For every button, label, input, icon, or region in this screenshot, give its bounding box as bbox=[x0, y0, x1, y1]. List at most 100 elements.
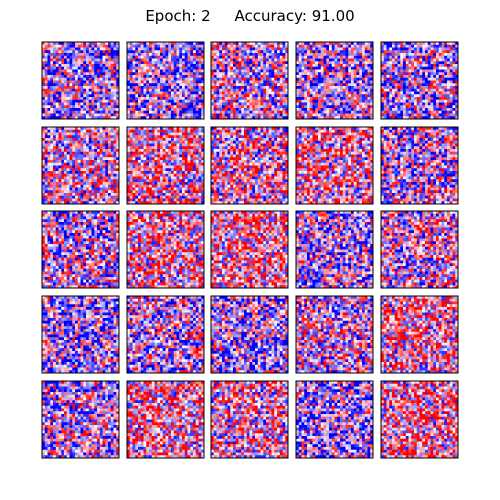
heatmap-cell bbox=[108, 44, 112, 48]
heatmap-cell bbox=[182, 66, 186, 70]
heatmap-cell bbox=[227, 66, 231, 70]
panel-frame bbox=[41, 41, 120, 120]
heatmap-cell bbox=[353, 99, 357, 103]
heatmap-cell bbox=[447, 110, 451, 114]
heatmap-cell bbox=[252, 113, 256, 117]
heatmap-cell bbox=[138, 80, 142, 84]
heatmap-cell bbox=[53, 64, 57, 68]
heatmap-cell bbox=[69, 69, 73, 73]
heatmap-cell bbox=[383, 47, 387, 51]
heatmap-cell bbox=[102, 127, 106, 131]
heatmap-cell bbox=[58, 151, 62, 155]
heatmap-cell bbox=[340, 61, 344, 65]
heatmap-cell bbox=[102, 116, 106, 120]
heatmap-cell bbox=[102, 69, 106, 73]
heatmap-cell bbox=[72, 190, 76, 194]
heatmap-cell bbox=[224, 97, 228, 101]
heatmap-cell bbox=[447, 58, 451, 62]
heatmap-cell bbox=[168, 77, 172, 81]
heatmap-cell bbox=[108, 193, 112, 197]
heatmap-cell bbox=[116, 116, 120, 120]
heatmap-cell bbox=[132, 77, 136, 81]
heatmap-cell bbox=[108, 108, 112, 112]
heatmap-cell bbox=[55, 193, 59, 197]
heatmap-cell bbox=[255, 61, 259, 65]
heatmap-cell bbox=[94, 77, 98, 81]
heatmap-cell bbox=[53, 198, 57, 202]
heatmap-cell bbox=[94, 162, 98, 166]
heatmap-cell bbox=[427, 69, 431, 73]
heatmap-cell bbox=[438, 110, 442, 114]
heatmap-cell bbox=[94, 99, 98, 103]
heatmap-cell bbox=[320, 75, 324, 79]
heatmap-cell bbox=[447, 55, 451, 59]
heatmap-cell bbox=[66, 165, 70, 169]
heatmap-cell bbox=[353, 61, 357, 65]
chart-title: Epoch: 2 Accuracy: 91.00 bbox=[0, 7, 500, 25]
heatmap-cell bbox=[182, 127, 186, 131]
heatmap-cell bbox=[105, 97, 109, 101]
heatmap-cell bbox=[367, 91, 371, 95]
heatmap-cell bbox=[190, 110, 194, 114]
heatmap-cell bbox=[50, 151, 54, 155]
heatmap-cell bbox=[222, 66, 226, 70]
heatmap-cell bbox=[348, 50, 352, 54]
heatmap-cell bbox=[77, 80, 81, 84]
heatmap-cell bbox=[72, 61, 76, 65]
heatmap-cell bbox=[69, 105, 73, 109]
heatmap-cell bbox=[193, 129, 197, 133]
heatmap-cell bbox=[285, 77, 289, 81]
heatmap-cell bbox=[69, 151, 73, 155]
heatmap-cell bbox=[44, 110, 48, 114]
heatmap-cell bbox=[405, 94, 409, 98]
heatmap-cell bbox=[113, 179, 117, 183]
heatmap-cell bbox=[47, 190, 51, 194]
heatmap-cell bbox=[296, 108, 300, 112]
heatmap-cell bbox=[77, 173, 81, 177]
heatmap-cell bbox=[94, 129, 98, 133]
heatmap-cell bbox=[345, 86, 349, 90]
heatmap-cell bbox=[135, 61, 139, 65]
heatmap-cell bbox=[362, 86, 366, 90]
heatmap-cell bbox=[110, 72, 114, 76]
heatmap-cell bbox=[94, 91, 98, 95]
heatmap-cell bbox=[80, 72, 84, 76]
heatmap-cell bbox=[342, 86, 346, 90]
heatmap-cell bbox=[394, 72, 398, 76]
heatmap-cell bbox=[129, 83, 133, 87]
heatmap-cell bbox=[47, 88, 51, 92]
heatmap-cell bbox=[337, 61, 341, 65]
heatmap-cell bbox=[246, 64, 250, 68]
heatmap-cell bbox=[416, 44, 420, 48]
heatmap-cell bbox=[149, 58, 153, 62]
heatmap-cell bbox=[216, 80, 220, 84]
heatmap-cell bbox=[110, 201, 114, 205]
heatmap-cell bbox=[211, 50, 215, 54]
heatmap-cell bbox=[277, 88, 281, 92]
heatmap-cell bbox=[257, 42, 261, 46]
heatmap-cell bbox=[263, 55, 267, 59]
heatmap-cell bbox=[113, 108, 117, 112]
heatmap-cell bbox=[113, 149, 117, 153]
heatmap-cell bbox=[198, 102, 202, 106]
heatmap-cell bbox=[77, 179, 81, 183]
heatmap-cell bbox=[102, 160, 106, 164]
heatmap-cell bbox=[75, 129, 79, 133]
heatmap-cell bbox=[176, 86, 180, 90]
heatmap-cell bbox=[285, 97, 289, 101]
heatmap-cell bbox=[42, 99, 46, 103]
heatmap-cell bbox=[359, 88, 363, 92]
heatmap-cell bbox=[246, 97, 250, 101]
heatmap-cell bbox=[94, 110, 98, 114]
heatmap-cell bbox=[362, 64, 366, 68]
heatmap-cell bbox=[198, 69, 202, 73]
heatmap-cell bbox=[318, 102, 322, 106]
heatmap-cell bbox=[455, 44, 459, 48]
heatmap-cell bbox=[257, 97, 261, 101]
heatmap-cell bbox=[392, 91, 396, 95]
heatmap-cell bbox=[433, 108, 437, 112]
heatmap-cell bbox=[113, 88, 117, 92]
heatmap-cell bbox=[427, 88, 431, 92]
heatmap-cell bbox=[47, 149, 51, 153]
heatmap-cell bbox=[69, 127, 73, 131]
